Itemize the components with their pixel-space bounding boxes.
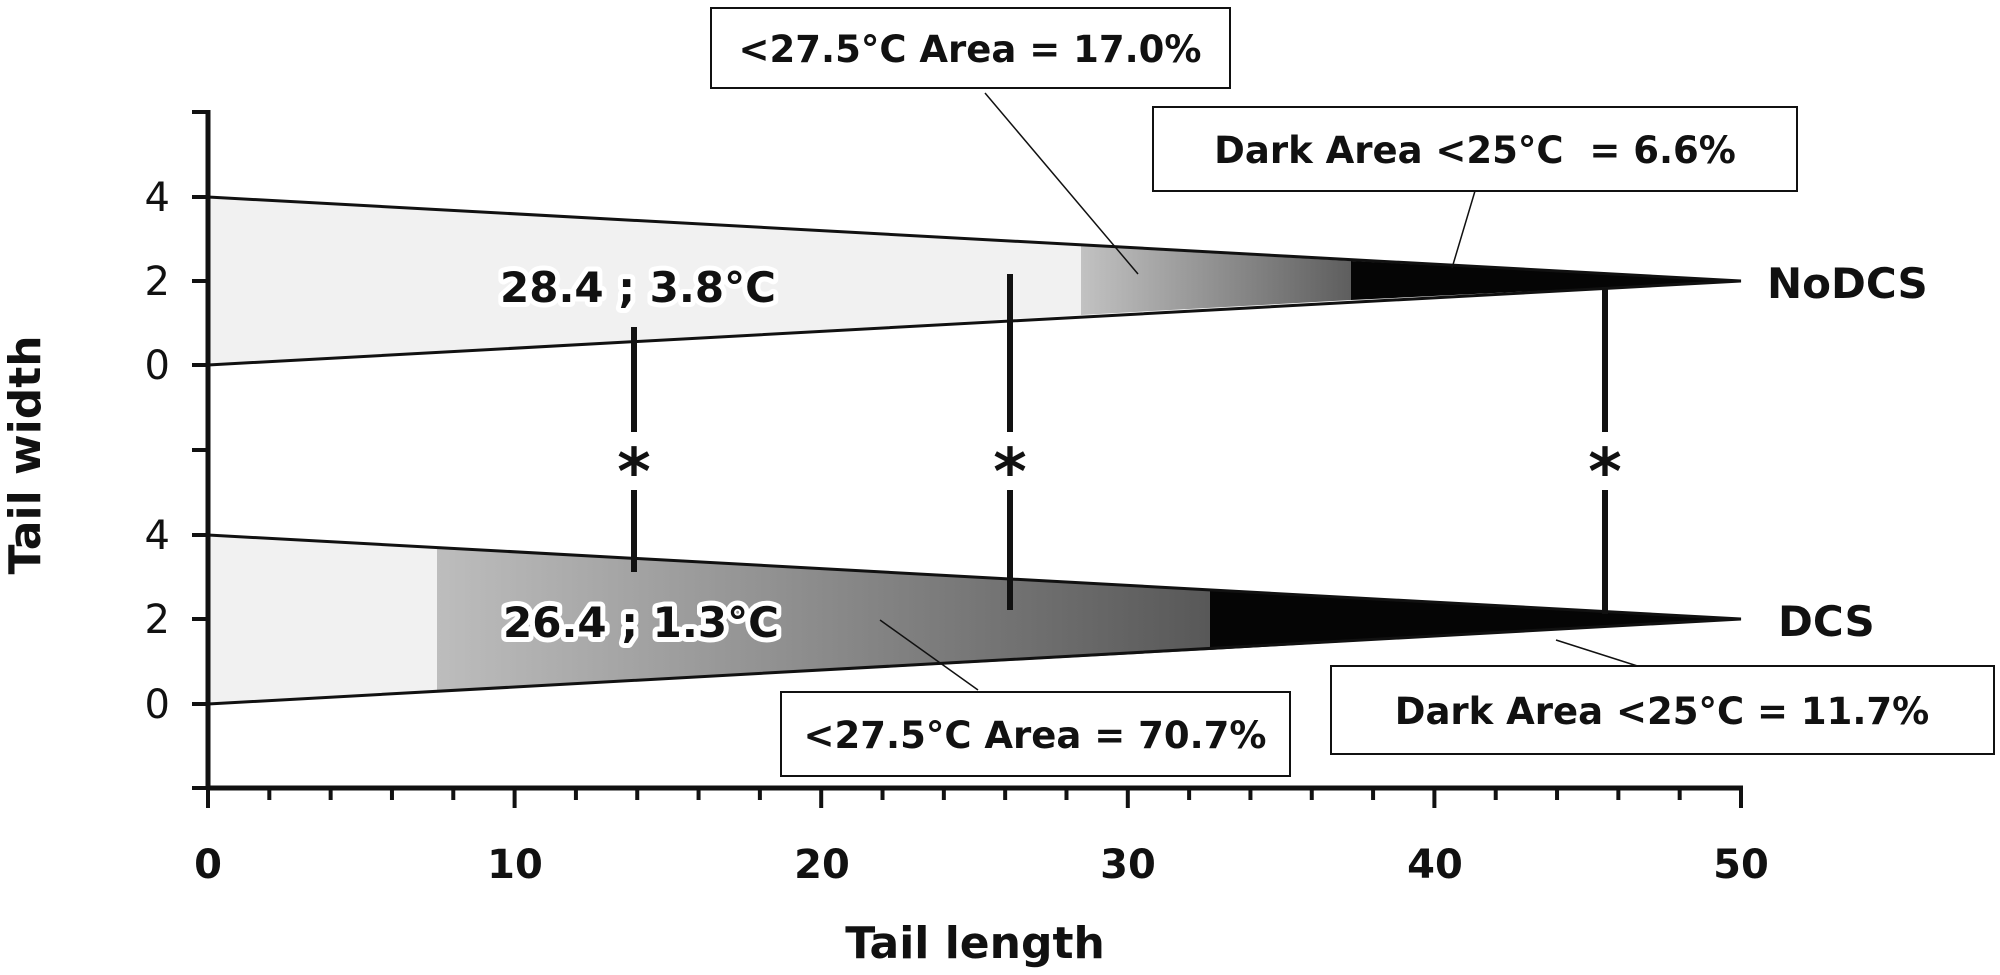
x-axis-title: Tail length [845, 918, 1105, 969]
annotation-text-nodcs-dark: Dark Area <25°C = 6.6% [1214, 129, 1736, 172]
annotation-text-dcs-dark: Dark Area <25°C = 11.7% [1395, 690, 1930, 733]
x-tick-0: 0 [194, 842, 222, 888]
tail-nodcs-light-region [208, 197, 1081, 365]
annotation-box-dcs-area: <27.5°C Area = 70.7% [780, 691, 1291, 777]
tail-dcs-outline [207, 533, 1742, 706]
stats-label-dcs: 26.4 ; 1.3°C [503, 598, 779, 647]
y-tick-top-0: 0 [145, 343, 170, 389]
annotation-text-nodcs-area: <27.5°C Area = 17.0% [739, 28, 1202, 71]
significance-star-1: * [617, 436, 650, 510]
x-tick-20: 20 [794, 842, 850, 888]
y-tick-top-4: 4 [145, 175, 170, 221]
tail-dcs [207, 533, 1742, 706]
tail-nodcs-gradient-region [1081, 246, 1351, 315]
y-axis-title: Tail width [0, 335, 51, 574]
tail-nodcs [207, 195, 1742, 367]
x-tick-10: 10 [487, 842, 543, 888]
annotation-box-nodcs-dark: Dark Area <25°C = 6.6% [1152, 106, 1798, 192]
tail-dcs-gradient-region [437, 548, 1210, 692]
tail-nodcs-dark-region [1351, 261, 1741, 300]
x-tick-30: 30 [1100, 842, 1156, 888]
y-tick-bottom-0: 0 [145, 682, 170, 728]
x-tick-40: 40 [1407, 842, 1463, 888]
x-tick-50: 50 [1713, 842, 1769, 888]
x-axis: 0 10 20 30 40 50 [194, 785, 1769, 888]
group-label-dcs: DCS [1778, 597, 1875, 646]
callout-line-nodcs-dark [1451, 190, 1476, 269]
significance-star-3: * [1588, 436, 1621, 510]
tail-dcs-light-region [208, 535, 437, 704]
annotation-box-nodcs-area: <27.5°C Area = 17.0% [710, 7, 1231, 89]
y-axis: 4 2 0 4 2 0 [145, 110, 211, 790]
significance-star-2: * [993, 436, 1026, 510]
callout-line-dcs-area [879, 619, 979, 691]
annotation-box-dcs-dark: Dark Area <25°C = 11.7% [1330, 665, 1995, 755]
tail-nodcs-outline [207, 195, 1742, 367]
group-label-nodcs: NoDCS [1767, 259, 1928, 308]
callout-line-nodcs-area [984, 92, 1139, 275]
tail-dcs-dark-region [1210, 590, 1741, 650]
y-tick-bottom-2: 2 [145, 597, 170, 643]
significance-markers: * * * [612, 274, 1627, 614]
annotation-text-dcs-area: <27.5°C Area = 70.7% [804, 714, 1267, 757]
stats-label-nodcs: 28.4 ; 3.8°C [500, 263, 776, 312]
y-tick-bottom-4: 4 [145, 513, 170, 559]
y-tick-top-2: 2 [145, 259, 170, 305]
